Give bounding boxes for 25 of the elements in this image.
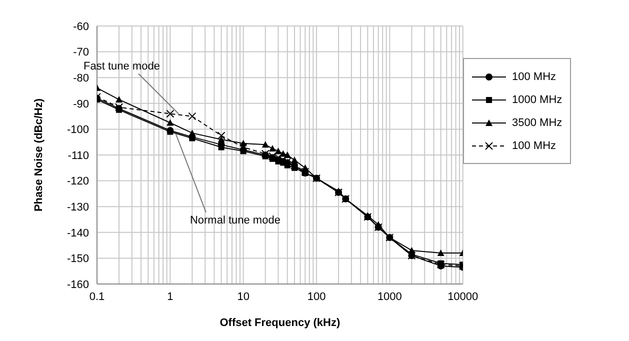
x-tick-label: 1	[167, 290, 174, 303]
x-tick-label: 10000	[448, 290, 478, 303]
y-tick-label: -130	[66, 202, 89, 214]
x-axis-title: Offset Frequency (kHz)	[220, 317, 340, 329]
y-tick-label: -120	[66, 176, 89, 188]
annotation: Normal tune mode	[190, 214, 280, 226]
legend-label: 1000 MHz	[512, 92, 562, 108]
legend-label: 100 MHz	[512, 138, 556, 154]
y-tick-label: -140	[66, 227, 89, 240]
annotation: Fast tune mode	[84, 60, 160, 73]
legend-label: 100 MHz	[512, 70, 556, 84]
y-tick-label: -70	[73, 46, 89, 59]
x-tick-label: 100	[307, 290, 326, 303]
x-tick-label: 10	[237, 290, 250, 303]
legend-label: 3500 MHz	[512, 116, 562, 130]
y-tick-label: -80	[73, 72, 89, 85]
y-axis-title: Phase Noise (dBc/Hz)	[32, 98, 45, 212]
y-tick-label: -60	[73, 20, 89, 33]
x-tick-label: 0.1	[89, 290, 105, 303]
x-tick-label: 1000	[377, 290, 402, 303]
y-tick-label: -100	[66, 124, 89, 136]
y-tick-label: -150	[66, 253, 89, 266]
y-tick-label: -110	[68, 150, 89, 162]
y-tick-label: -90	[73, 98, 89, 110]
y-tick-label: -160	[66, 278, 89, 291]
